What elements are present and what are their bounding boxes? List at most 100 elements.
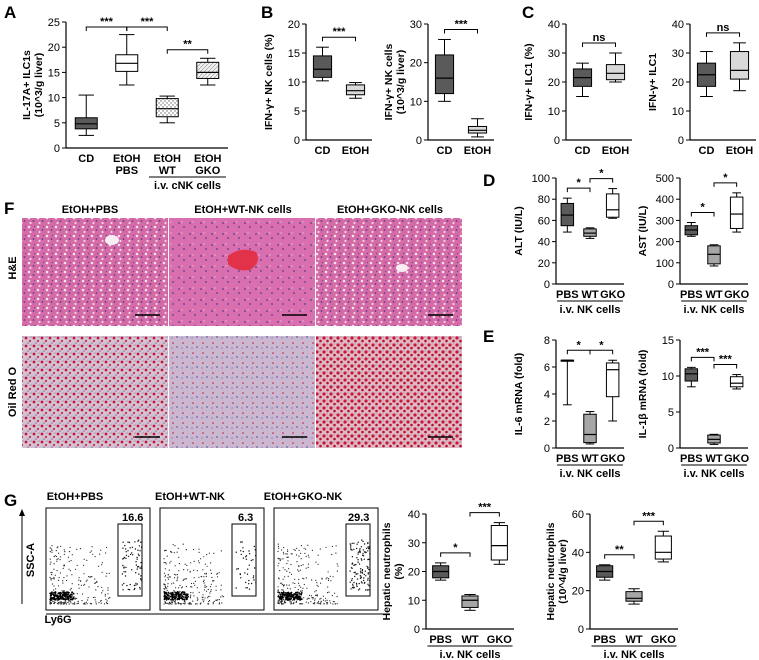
flow-event — [172, 596, 175, 598]
flow-event — [66, 579, 68, 582]
flow-event — [279, 559, 281, 562]
category-label: PBS — [556, 289, 579, 301]
flow-event — [57, 579, 60, 582]
flow-event — [252, 577, 254, 579]
flow-event — [138, 573, 140, 575]
flow-event — [70, 593, 73, 596]
flow-event — [367, 542, 369, 545]
flow-event — [313, 603, 316, 605]
y-tick-label: 500 — [656, 173, 674, 185]
flow-event — [139, 567, 141, 569]
flow-event — [277, 599, 279, 601]
flow-event — [76, 597, 78, 600]
flow-event — [166, 599, 168, 601]
flow-event — [363, 577, 365, 579]
flow-event — [299, 569, 301, 571]
flow-event — [64, 593, 66, 596]
significance-label: *** — [696, 346, 710, 358]
flow-event — [351, 562, 354, 564]
category-label: EtOH — [113, 153, 141, 165]
flow-event — [60, 603, 63, 605]
category-label: EtOH — [154, 153, 182, 165]
flow-event — [74, 598, 76, 600]
flow-event — [307, 602, 309, 604]
flow-event — [139, 586, 141, 589]
flow-event — [184, 578, 186, 580]
flow-event — [174, 603, 176, 605]
chart-c2-ifng-ilc1: 0 10 20 30 40 IFN-γ+ ILC1 CD EtOH ns — [647, 19, 756, 157]
flow-event — [351, 549, 353, 551]
flow-event — [207, 597, 209, 599]
flow-event — [176, 598, 179, 601]
y-tick-label: 300 — [656, 215, 674, 227]
flow-event — [57, 603, 59, 605]
flow-event — [136, 558, 138, 560]
significance-bracket — [713, 182, 738, 187]
significance-label: * — [577, 339, 582, 351]
flow-event — [350, 544, 352, 546]
flow-event — [72, 603, 74, 605]
flow-event — [201, 576, 203, 578]
flow-event — [127, 541, 129, 543]
flow-event — [166, 602, 168, 605]
flow-event — [196, 587, 198, 589]
flow-event — [123, 566, 125, 568]
flow-event — [321, 578, 323, 580]
flow-event — [57, 585, 60, 587]
flow-event — [176, 580, 178, 582]
flow-event — [360, 546, 363, 548]
flow-event — [294, 595, 297, 598]
flow-event — [57, 558, 59, 560]
flow-event — [368, 568, 370, 571]
flow-event — [139, 578, 142, 580]
flow-event — [128, 541, 131, 544]
flow-event — [68, 568, 70, 570]
flow-event — [69, 570, 71, 572]
flow-event — [352, 587, 354, 589]
y-tick-label: 60 — [538, 215, 550, 227]
flow-event — [106, 546, 108, 549]
flow-event — [194, 580, 196, 583]
flow-event — [60, 592, 62, 595]
y-tick-label: 100 — [656, 258, 674, 270]
flow-event — [72, 597, 75, 600]
flow-event — [135, 561, 137, 563]
flow-event — [68, 551, 71, 553]
flow-event — [74, 597, 76, 599]
flow-event — [124, 544, 126, 547]
flow-event — [356, 543, 358, 545]
flow-event — [247, 568, 249, 570]
flow-event — [191, 586, 193, 588]
flow-event — [210, 583, 212, 585]
flow-event — [176, 574, 178, 576]
panel-letter-a: A — [4, 3, 16, 22]
flow-event — [335, 552, 337, 554]
flow-event — [139, 550, 141, 552]
flow-event — [194, 584, 196, 586]
y-tick-label: 40 — [548, 19, 560, 31]
flow-event — [297, 595, 299, 598]
category-label: GKO — [724, 289, 750, 301]
flow-event — [99, 553, 101, 555]
flow-event — [139, 588, 141, 590]
flow-event — [181, 598, 184, 601]
flow-event — [101, 586, 103, 588]
flow-event — [245, 555, 248, 557]
flow-event — [302, 603, 304, 605]
group-label: i.v. cNK cells — [154, 180, 221, 192]
box — [490, 525, 508, 561]
flow-cytometry: EtOH+PBS EtOH+WT-NK EtOH+GKO-NK SSC-A Ly… — [19, 491, 390, 626]
flow-event — [331, 595, 333, 597]
flow-event — [277, 594, 279, 596]
flow-event — [184, 600, 186, 602]
flow-event — [180, 597, 183, 600]
flow-event — [125, 557, 127, 559]
flow-x-axis-label: Ly6G — [44, 614, 71, 626]
flow-event — [83, 564, 85, 567]
flow-event — [135, 564, 138, 566]
flow-event — [100, 602, 102, 604]
flow-event — [62, 567, 64, 570]
flow-event — [175, 593, 178, 596]
flow-event — [210, 590, 212, 593]
